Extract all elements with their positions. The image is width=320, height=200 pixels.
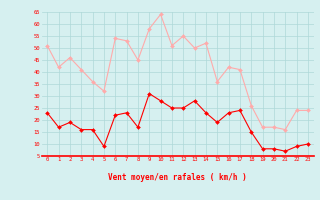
X-axis label: Vent moyen/en rafales ( km/h ): Vent moyen/en rafales ( km/h ) xyxy=(108,173,247,182)
